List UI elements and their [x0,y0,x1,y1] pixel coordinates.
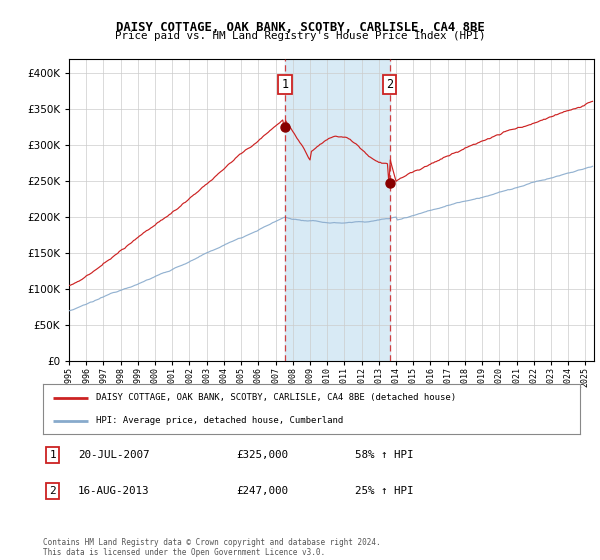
Text: 58% ↑ HPI: 58% ↑ HPI [355,450,413,460]
Text: 25% ↑ HPI: 25% ↑ HPI [355,486,413,496]
Text: 2: 2 [386,78,393,91]
Text: Price paid vs. HM Land Registry's House Price Index (HPI): Price paid vs. HM Land Registry's House … [115,31,485,41]
Text: HPI: Average price, detached house, Cumberland: HPI: Average price, detached house, Cumb… [96,417,343,426]
Text: £325,000: £325,000 [236,450,289,460]
Text: Contains HM Land Registry data © Crown copyright and database right 2024.
This d: Contains HM Land Registry data © Crown c… [43,538,381,557]
Text: 1: 1 [49,450,56,460]
Bar [285,59,389,361]
Text: 16-AUG-2013: 16-AUG-2013 [78,486,149,496]
Text: 20-JUL-2007: 20-JUL-2007 [78,450,149,460]
Text: 1: 1 [281,78,289,91]
Text: 2: 2 [49,486,56,496]
Text: £247,000: £247,000 [236,486,289,496]
Text: DAISY COTTAGE, OAK BANK, SCOTBY, CARLISLE, CA4 8BE (detached house): DAISY COTTAGE, OAK BANK, SCOTBY, CARLISL… [96,393,456,402]
Text: DAISY COTTAGE, OAK BANK, SCOTBY, CARLISLE, CA4 8BE: DAISY COTTAGE, OAK BANK, SCOTBY, CARLISL… [116,21,484,34]
